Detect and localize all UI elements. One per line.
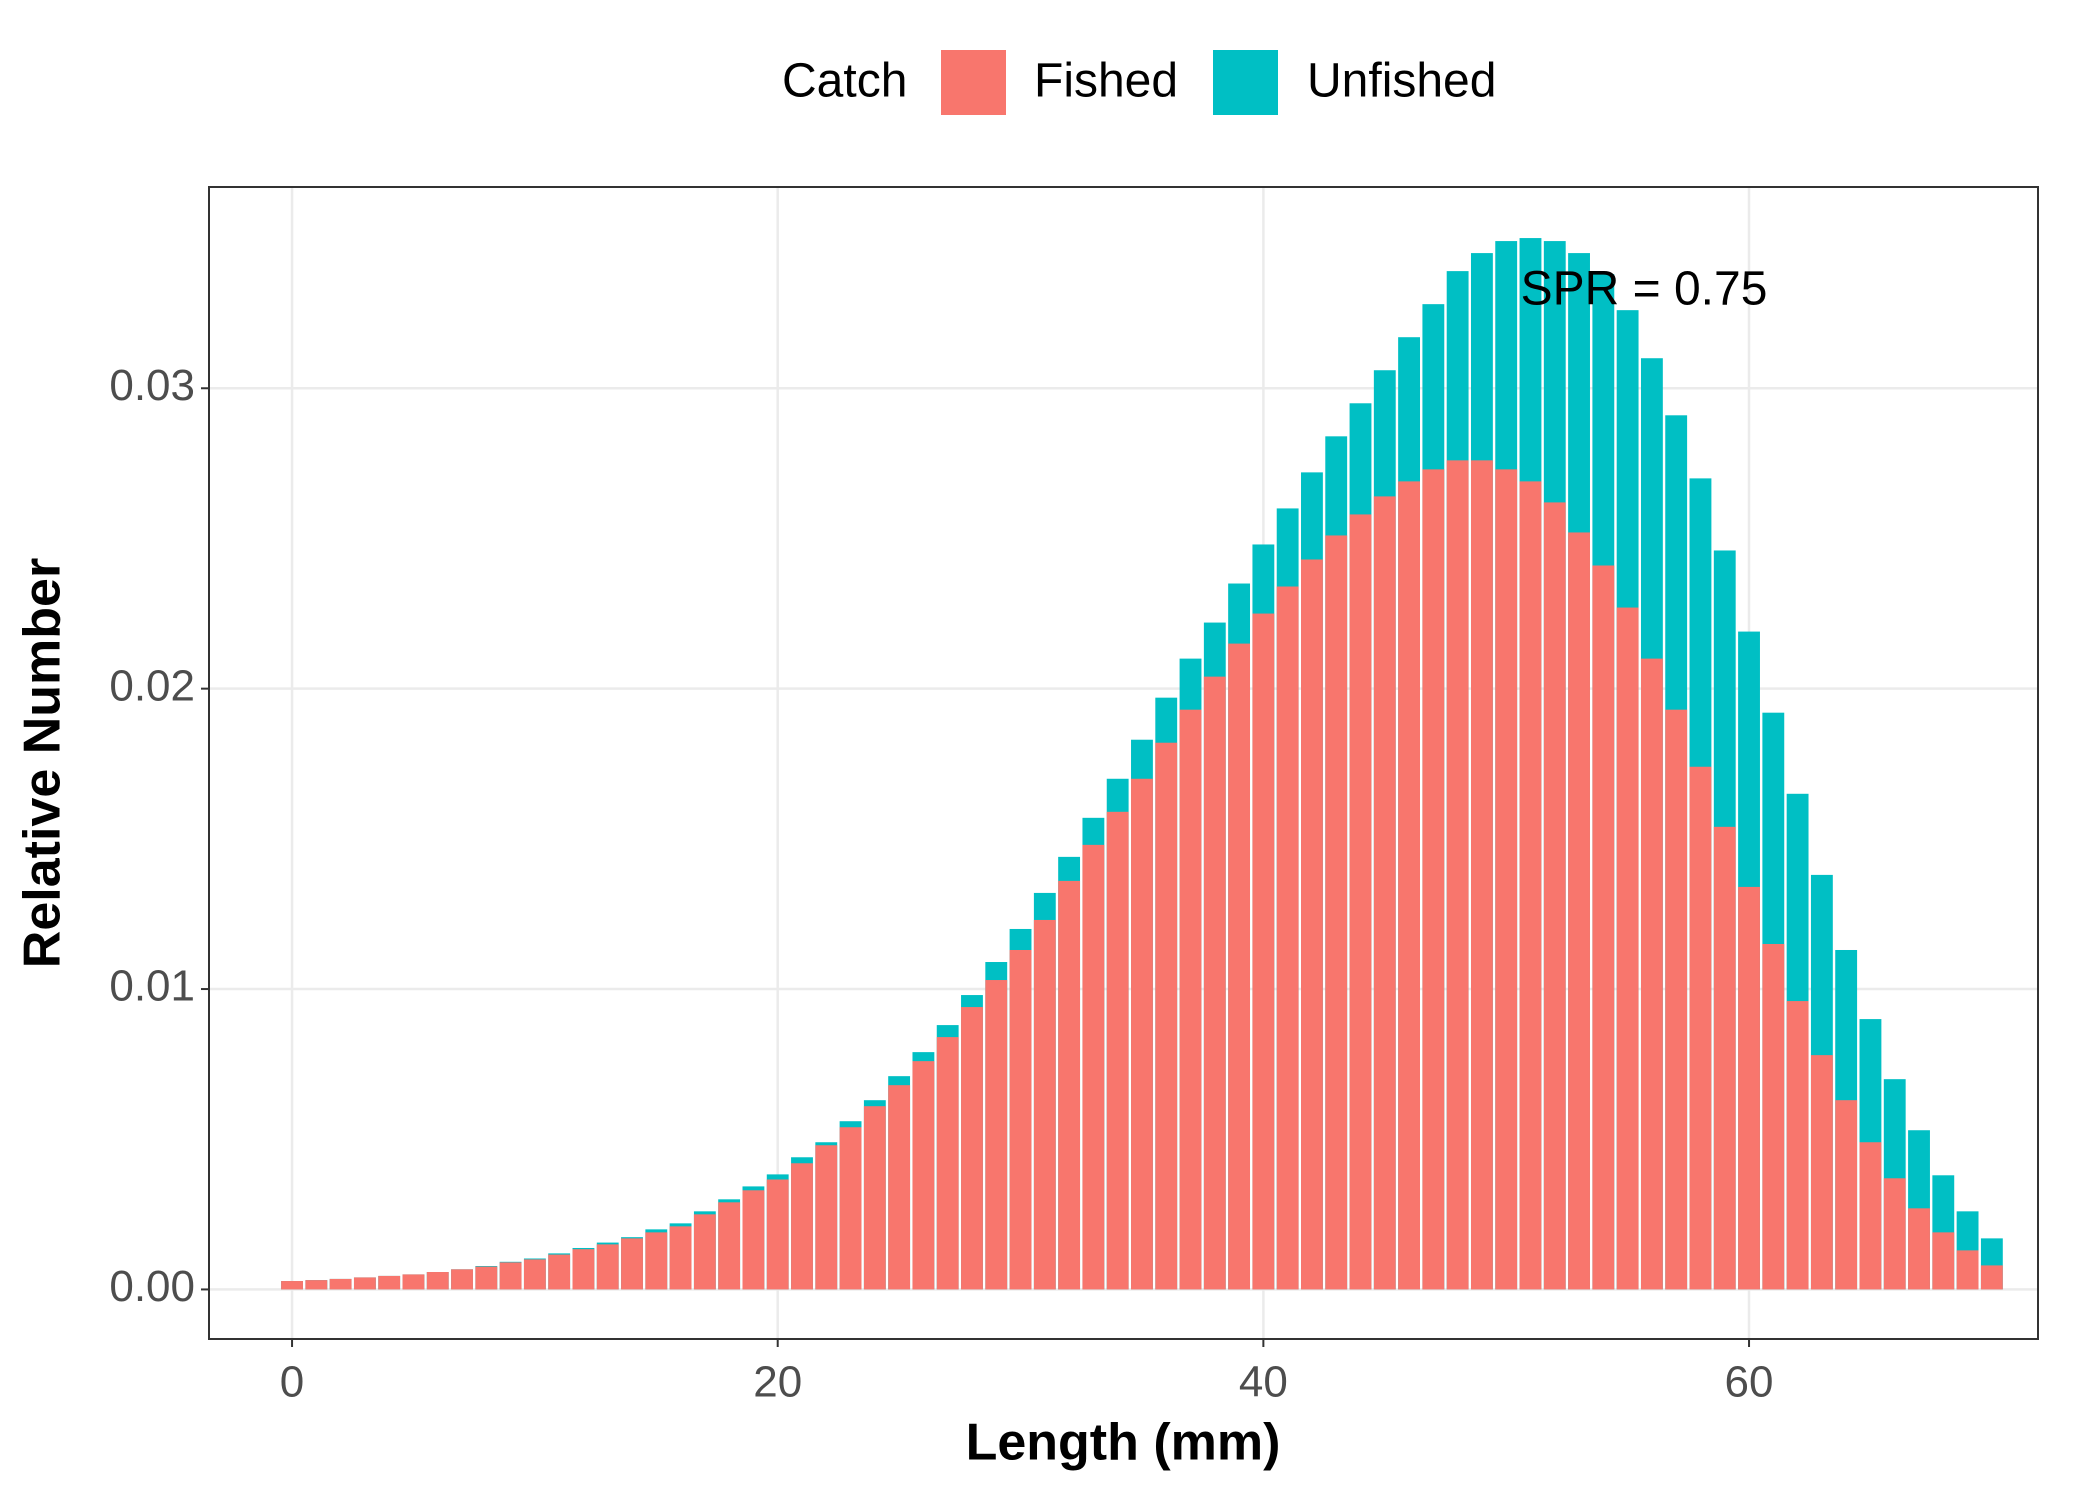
- legend-label: Fished: [1034, 55, 1178, 108]
- bar: [475, 1266, 498, 1290]
- bar: [669, 1226, 692, 1290]
- bar: [1106, 811, 1129, 1290]
- bar: [426, 1272, 449, 1290]
- bar: [1009, 949, 1032, 1290]
- bar: [499, 1262, 522, 1290]
- bar: [1568, 532, 1590, 1290]
- bar: [596, 1244, 619, 1290]
- bar: [281, 1281, 303, 1290]
- bar: [693, 1214, 716, 1290]
- y-tick-label: 0.01: [109, 962, 195, 1011]
- bar: [1689, 766, 1712, 1290]
- bar: [888, 1085, 911, 1290]
- panel-border: [208, 186, 2039, 1340]
- bar: [863, 1106, 886, 1290]
- bar: [1665, 709, 1688, 1290]
- bar: [1033, 919, 1056, 1290]
- bar: [1131, 778, 1153, 1290]
- bar: [985, 980, 1008, 1290]
- bar: [1276, 586, 1299, 1290]
- bar: [1543, 502, 1566, 1290]
- bar: [1446, 460, 1469, 1290]
- bar: [1519, 481, 1542, 1290]
- bar: [1640, 658, 1663, 1290]
- x-tick-label: 40: [1239, 1358, 1288, 1407]
- bar: [621, 1238, 643, 1290]
- bar: [548, 1254, 571, 1290]
- bar: [1956, 1250, 1979, 1290]
- bar: [766, 1179, 789, 1290]
- bar: [1422, 469, 1445, 1290]
- bar: [961, 1007, 983, 1290]
- bar: [1616, 607, 1639, 1290]
- bar: [1373, 496, 1396, 1290]
- bar: [791, 1163, 813, 1290]
- bar: [1883, 1178, 1906, 1290]
- bar: [1762, 943, 1785, 1290]
- bar: [523, 1259, 546, 1290]
- x-axis-title: Length (mm): [966, 1414, 1281, 1472]
- bar: [1495, 469, 1518, 1290]
- y-tick-label: 0.02: [109, 661, 195, 710]
- bar: [742, 1190, 765, 1290]
- bar: [839, 1127, 862, 1290]
- bar: [1980, 1265, 2003, 1290]
- bar: [1058, 880, 1081, 1290]
- y-tick-label: 0.00: [109, 1262, 195, 1311]
- bar: [1203, 676, 1226, 1290]
- plot-area: [209, 187, 2038, 1339]
- bar: [1325, 535, 1348, 1290]
- bar: [1349, 514, 1372, 1290]
- bar: [1398, 481, 1420, 1290]
- bar: [1713, 826, 1736, 1290]
- x-tick-label: 0: [280, 1358, 304, 1407]
- bar: [815, 1145, 838, 1290]
- bar: [1470, 460, 1493, 1290]
- bar: [1155, 742, 1178, 1290]
- y-tick-label: 0.03: [109, 361, 195, 410]
- bar: [718, 1202, 741, 1290]
- bar: [1859, 1142, 1882, 1290]
- bar: [1082, 844, 1105, 1290]
- bar: [1179, 709, 1202, 1290]
- annotation: SPR = 0.75: [1521, 263, 1768, 316]
- bar: [378, 1275, 401, 1290]
- bar: [402, 1274, 425, 1290]
- x-tick-label: 20: [753, 1358, 802, 1407]
- bar: [329, 1278, 352, 1290]
- bar: [572, 1249, 595, 1290]
- bar: [1908, 1208, 1930, 1290]
- bar: [451, 1269, 473, 1290]
- bar: [936, 1037, 959, 1290]
- bar: [353, 1277, 376, 1290]
- bar: [1810, 1055, 1833, 1290]
- legend-key: [941, 50, 1006, 115]
- y-axis-title: Relative Number: [14, 558, 72, 968]
- bar: [1932, 1232, 1955, 1290]
- bar: [1252, 613, 1275, 1290]
- x-tick-label: 60: [1725, 1358, 1774, 1407]
- bar: [1592, 565, 1615, 1290]
- bar: [1228, 643, 1251, 1290]
- bar: [305, 1280, 328, 1290]
- legend-label: Unfished: [1307, 55, 1496, 108]
- bar: [1301, 559, 1323, 1290]
- bar: [912, 1061, 935, 1290]
- bar: [1835, 1100, 1858, 1290]
- legend-title: Catch: [782, 55, 907, 108]
- bar: [1738, 886, 1760, 1290]
- bar: [1786, 1001, 1809, 1290]
- legend-key: [1213, 50, 1278, 115]
- bar: [645, 1232, 668, 1290]
